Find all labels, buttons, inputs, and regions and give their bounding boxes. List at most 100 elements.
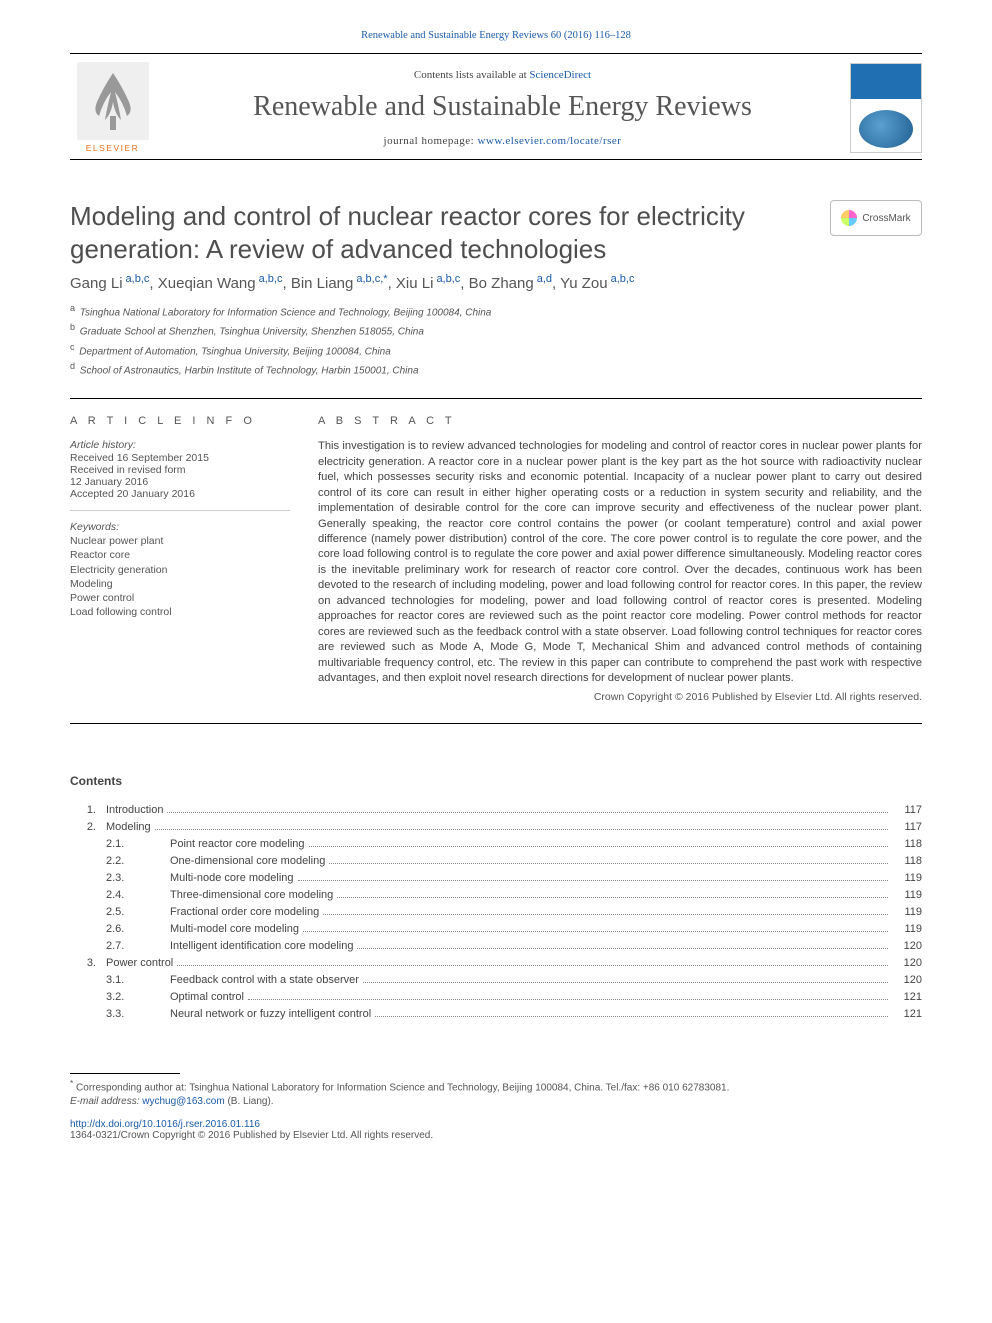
toc-dots: [375, 1016, 888, 1017]
journal-name: Renewable and Sustainable Energy Reviews: [155, 91, 850, 123]
toc-number: 2.2.: [70, 853, 170, 870]
affiliation: b Graduate School at Shenzhen, Tsinghua …: [70, 321, 922, 339]
journal-cover-thumb: [850, 63, 922, 153]
page-root: Renewable and Sustainable Energy Reviews…: [0, 0, 992, 1161]
author-aff-link[interactable]: a,d: [537, 273, 552, 285]
affiliations-block: a Tsinghua National Laboratory for Infor…: [70, 302, 922, 378]
table-of-contents: 1. Introduction 117 2. Modeling 117 2.1.…: [70, 802, 922, 1024]
author-aff-link[interactable]: a,b,c: [126, 273, 150, 285]
crossmark-label: CrossMark: [862, 213, 910, 224]
toc-row-l2: 2.4. Three-dimensional core modeling 119: [70, 887, 922, 904]
toc-page: 120: [892, 972, 922, 989]
toc-dots: [167, 812, 888, 813]
author: Yu Zou a,b,c: [560, 275, 634, 292]
history-block: Article history: Received 16 September 2…: [70, 439, 290, 511]
toc-title: Multi-node core modeling: [170, 870, 294, 887]
toc-row-l2: 3.1. Feedback control with a state obser…: [70, 972, 922, 989]
email-footnote: E-mail address: wychug@163.com (B. Liang…: [70, 1096, 922, 1107]
author-aff-link[interactable]: a,b,c: [611, 273, 635, 285]
toc-title: Introduction: [106, 802, 163, 819]
toc-dots: [337, 897, 888, 898]
toc-title: Modeling: [106, 819, 151, 836]
issn-copyright: 1364-0321/Crown Copyright © 2016 Publish…: [70, 1130, 433, 1141]
toc-page: 121: [892, 989, 922, 1006]
author-aff-link[interactable]: a,b,c: [436, 273, 460, 285]
homepage-link[interactable]: www.elsevier.com/locate/rser: [477, 135, 621, 147]
doi-block: http://dx.doi.org/10.1016/j.rser.2016.01…: [70, 1119, 922, 1141]
toc-row-l2: 2.2. One-dimensional core modeling 118: [70, 853, 922, 870]
toc-row-l2: 2.1. Point reactor core modeling 118: [70, 836, 922, 853]
affiliation: a Tsinghua National Laboratory for Infor…: [70, 302, 922, 320]
publisher-block: ELSEVIER: [70, 62, 155, 153]
toc-title: One-dimensional core modeling: [170, 853, 325, 870]
history-lines: Received 16 September 2015Received in re…: [70, 452, 290, 500]
contents-heading: Contents: [70, 774, 922, 788]
author-aff-link[interactable]: a,b,c: [259, 273, 283, 285]
article-info-label: A R T I C L E I N F O: [70, 415, 290, 427]
toc-dots: [248, 999, 888, 1000]
toc-row-l2: 2.6. Multi-model core modeling 119: [70, 921, 922, 938]
doi-link[interactable]: http://dx.doi.org/10.1016/j.rser.2016.01…: [70, 1119, 260, 1130]
abstract-copyright: Crown Copyright © 2016 Published by Else…: [318, 691, 922, 703]
toc-number: 2.1.: [70, 836, 170, 853]
email-suffix: (B. Liang).: [225, 1096, 274, 1107]
crossmark-badge[interactable]: CrossMark: [830, 200, 922, 236]
affiliation: c Department of Automation, Tsinghua Uni…: [70, 341, 922, 359]
title-line-1: Modeling and control of nuclear reactor …: [70, 201, 745, 231]
toc-page: 120: [892, 955, 922, 972]
toc-title: Feedback control with a state observer: [170, 972, 359, 989]
keyword: Reactor core: [70, 548, 290, 562]
toc-dots: [309, 846, 888, 847]
toc-page: 120: [892, 938, 922, 955]
crossmark-icon: [841, 210, 857, 226]
keywords-list: Nuclear power plantReactor coreElectrici…: [70, 534, 290, 619]
toc-number: 2.7.: [70, 938, 170, 955]
toc-row-l2: 2.3. Multi-node core modeling 119: [70, 870, 922, 887]
toc-dots: [329, 863, 888, 864]
toc-dots: [298, 880, 888, 881]
author-aff-link[interactable]: a,b,c,*: [356, 273, 387, 285]
toc-page: 117: [892, 819, 922, 836]
keyword: Power control: [70, 591, 290, 605]
toc-number: 2.6.: [70, 921, 170, 938]
journal-reference-line: Renewable and Sustainable Energy Reviews…: [70, 30, 922, 41]
toc-page: 121: [892, 1006, 922, 1023]
article-info-column: A R T I C L E I N F O Article history: R…: [70, 415, 290, 702]
toc-number: 3.2.: [70, 989, 170, 1006]
journal-homepage: journal homepage: www.elsevier.com/locat…: [155, 135, 850, 147]
abstract-label: A B S T R A C T: [318, 415, 922, 427]
toc-number: 3.1.: [70, 972, 170, 989]
toc-number: 2.5.: [70, 904, 170, 921]
author: Bin Liang a,b,c,*: [291, 275, 388, 292]
toc-page: 119: [892, 904, 922, 921]
email-label: E-mail address:: [70, 1096, 142, 1107]
keywords-label: Keywords:: [70, 521, 290, 533]
footnotes-block: * Corresponding author at: Tsinghua Nati…: [70, 1078, 922, 1140]
corresponding-symbol: *: [70, 1078, 73, 1088]
toc-dots: [363, 982, 888, 983]
toc-page: 118: [892, 836, 922, 853]
author: Xiu Li a,b,c: [396, 275, 460, 292]
info-abstract-row: A R T I C L E I N F O Article history: R…: [70, 415, 922, 723]
keyword: Nuclear power plant: [70, 534, 290, 548]
toc-title: Multi-model core modeling: [170, 921, 299, 938]
corresponding-text: Corresponding author at: Tsinghua Nation…: [76, 1083, 729, 1094]
toc-dots: [177, 965, 888, 966]
affiliation: d School of Astronautics, Harbin Institu…: [70, 360, 922, 378]
toc-row-l2: 3.2. Optimal control 121: [70, 989, 922, 1006]
toc-number: 2.: [70, 819, 106, 836]
footnote-rule: [70, 1073, 180, 1074]
keyword: Modeling: [70, 577, 290, 591]
toc-row-l2: 3.3. Neural network or fuzzy intelligent…: [70, 1006, 922, 1023]
sciencedirect-link[interactable]: ScienceDirect: [529, 69, 591, 81]
abstract-column: A B S T R A C T This investigation is to…: [318, 415, 922, 702]
history-line: Received 16 September 2015: [70, 452, 290, 464]
toc-row-l2: 2.7. Intelligent identification core mod…: [70, 938, 922, 955]
email-link[interactable]: wychug@163.com: [142, 1096, 224, 1107]
history-line: 12 January 2016: [70, 476, 290, 488]
publisher-label: ELSEVIER: [86, 143, 140, 153]
journal-ref-link[interactable]: Renewable and Sustainable Energy Reviews…: [361, 30, 631, 41]
toc-row-l1: 3. Power control 120: [70, 955, 922, 972]
toc-page: 119: [892, 921, 922, 938]
history-line: Accepted 20 January 2016: [70, 488, 290, 500]
